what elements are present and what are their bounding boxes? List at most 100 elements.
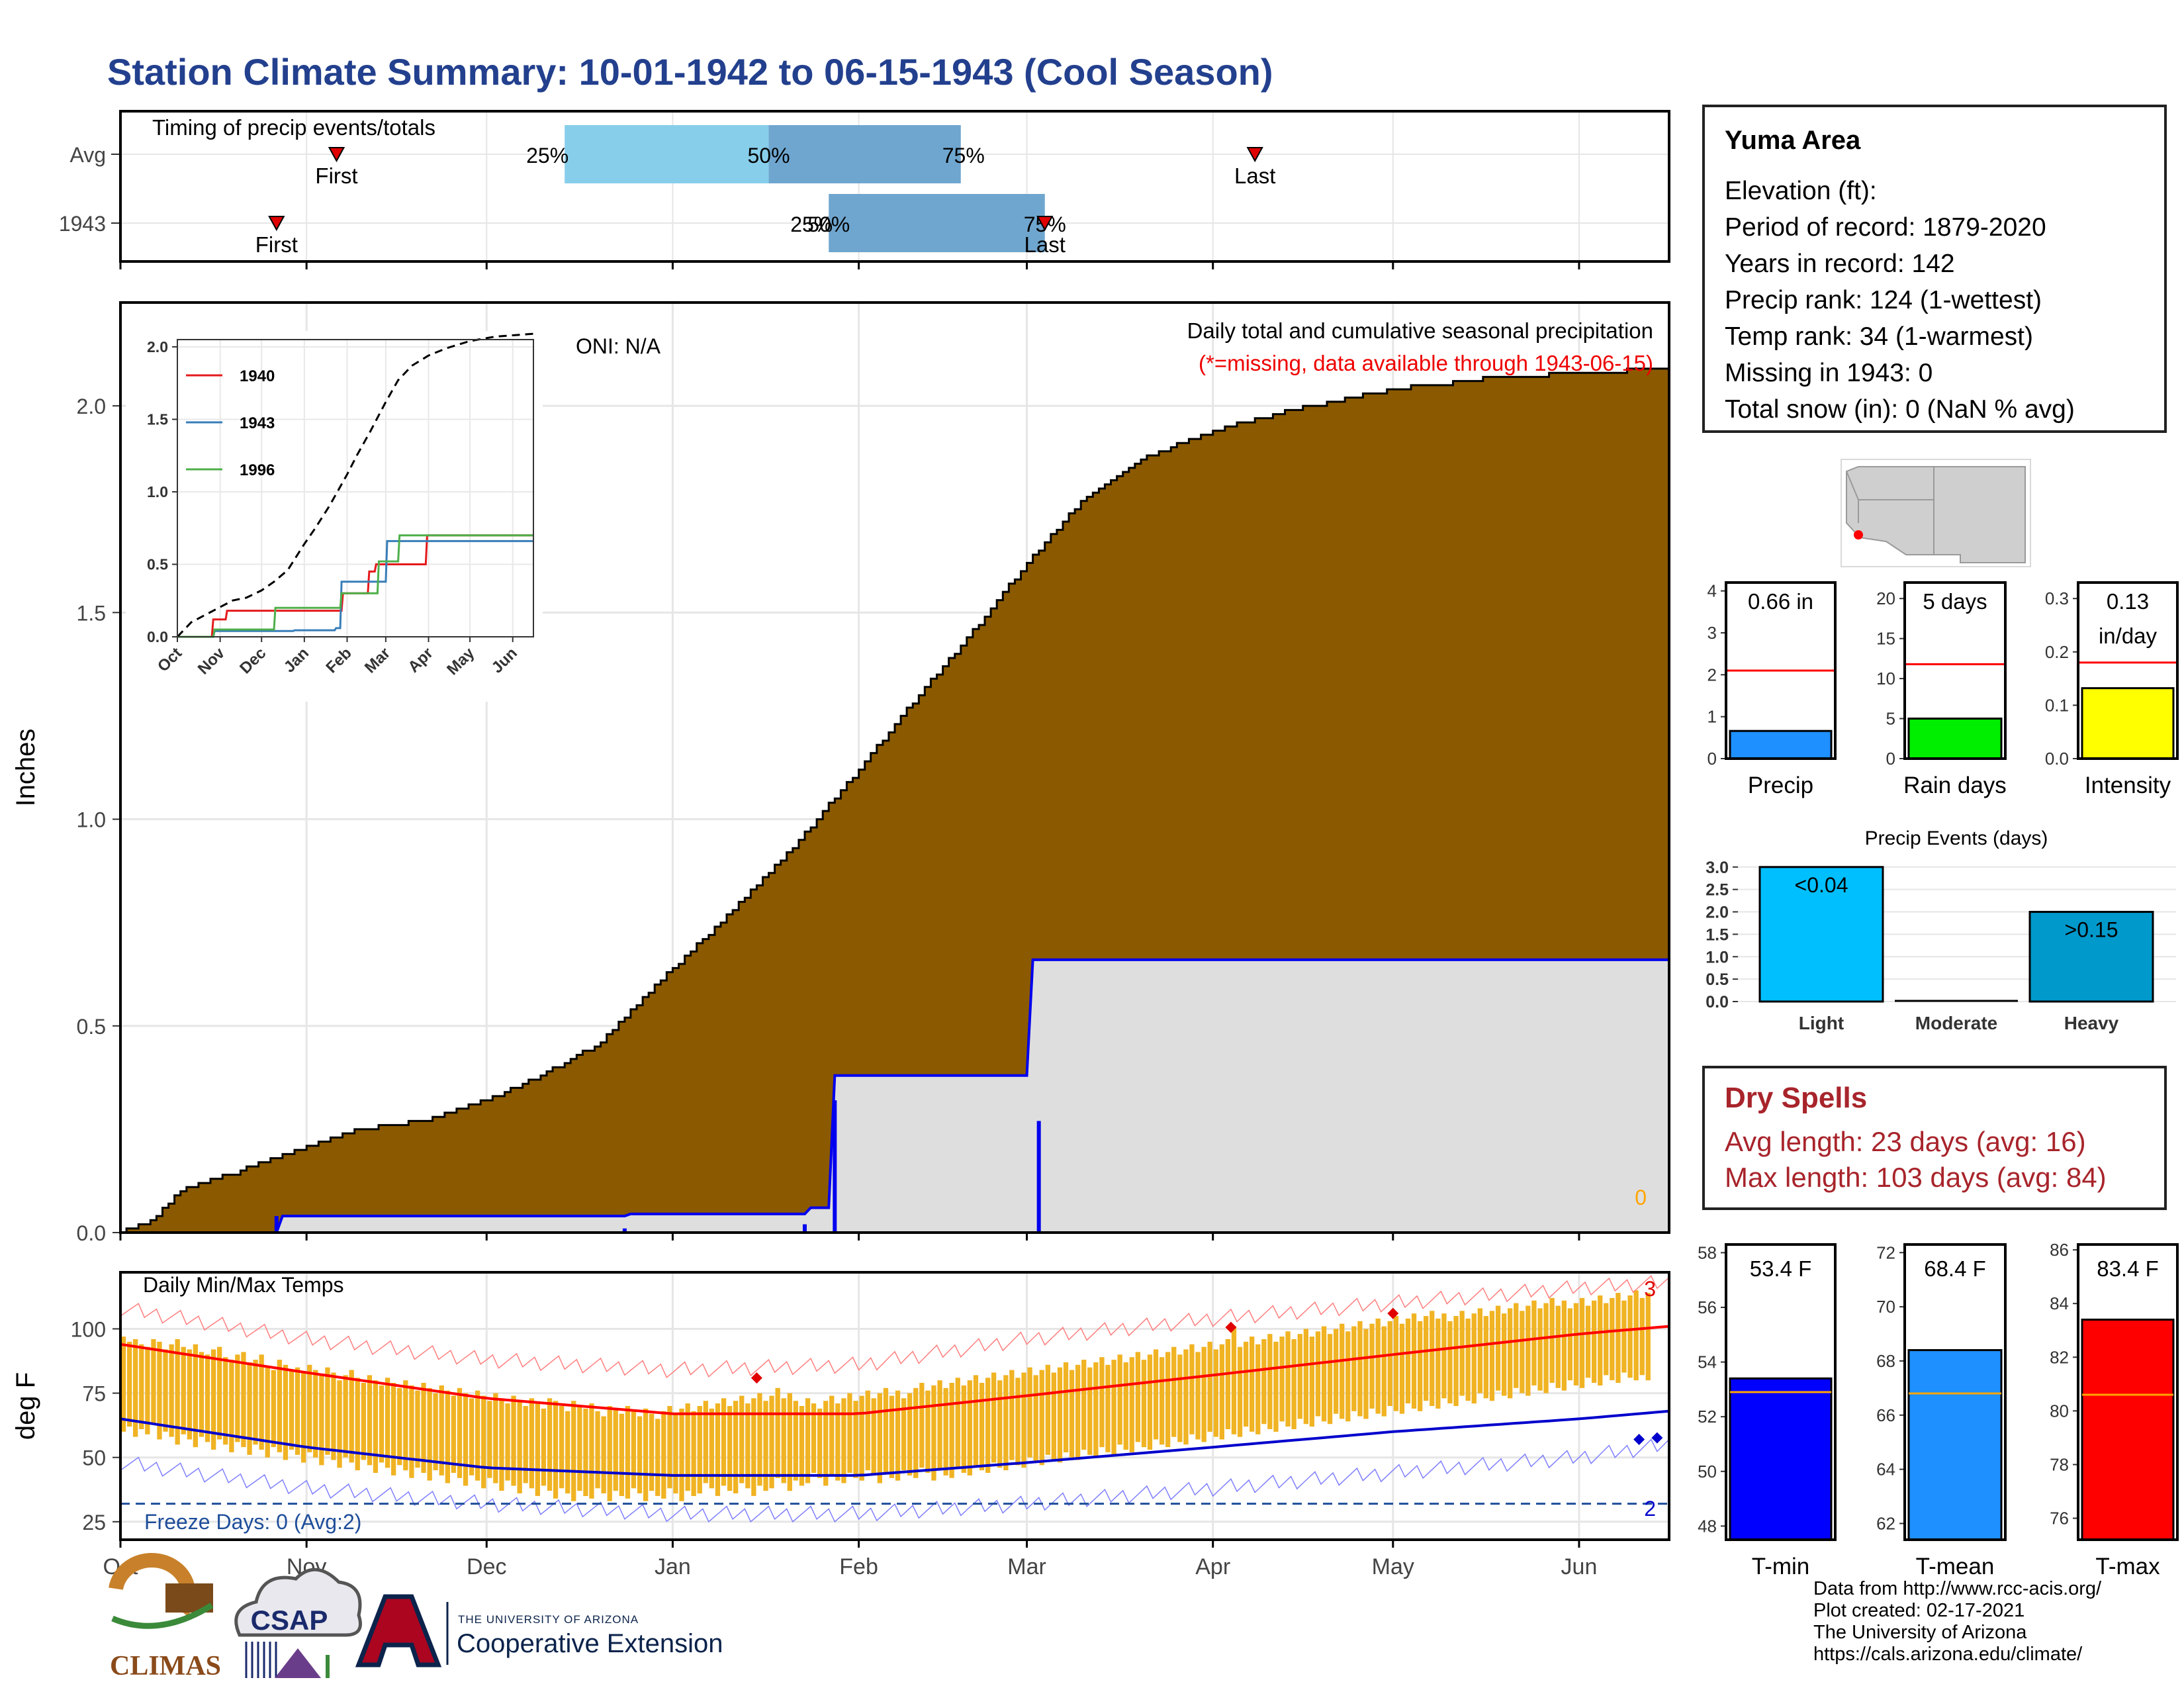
daily-temp-bar — [487, 1401, 492, 1478]
daily-temp-bar — [337, 1380, 342, 1468]
daily-temp-bar — [1627, 1295, 1633, 1378]
inset-series-line — [177, 534, 533, 638]
daily-temp-bar — [1453, 1316, 1459, 1406]
summary-ytick-label: 4 — [1707, 581, 1717, 601]
daily-temp-bar — [661, 1411, 666, 1499]
daily-temp-bar — [865, 1390, 870, 1471]
daily-temp-bar — [649, 1413, 655, 1491]
daily-temp-bar — [187, 1349, 192, 1440]
timing-q50-label: 50% — [748, 144, 790, 167]
daily-temp-bar — [1495, 1305, 1501, 1391]
daily-temp-bar — [1381, 1326, 1387, 1417]
daily-temp-bar — [631, 1411, 637, 1489]
inset-plot-bg — [177, 340, 533, 637]
daily-temp-bar — [895, 1390, 901, 1481]
daily-temp-bar — [1549, 1297, 1555, 1383]
daily-temp-bar — [715, 1403, 721, 1496]
timing-first-marker — [328, 147, 345, 163]
events-bar — [2028, 911, 2154, 1003]
daily-temp-bar — [1153, 1349, 1159, 1440]
daily-temp-bar — [535, 1403, 540, 1496]
daily-temp-bar — [595, 1411, 600, 1489]
tsummary-ytick-label: 66 — [1876, 1405, 1895, 1425]
precip-ytick-label: 0.5 — [77, 1015, 106, 1039]
daily-temp-bar — [1598, 1295, 1603, 1385]
summary-xlabel: Intensity — [2085, 773, 2171, 798]
daily-temp-bar — [655, 1419, 660, 1496]
daily-temp-bar — [817, 1408, 823, 1478]
daily-temp-bar — [1375, 1318, 1381, 1414]
tsummary-ytick-label: 50 — [1698, 1462, 1717, 1481]
daily-temp-bar — [973, 1375, 979, 1466]
avg-min-line — [120, 1409, 1670, 1477]
daily-temp-bar — [1447, 1321, 1453, 1404]
timing-bar-q50-q75 — [768, 125, 961, 183]
daily-precip-bar — [274, 1216, 279, 1233]
freeze-days-label: Freeze Days: 0 (Avg:2) — [144, 1510, 361, 1534]
daily-temp-bar — [577, 1406, 582, 1491]
events-ytick-label: 1.5 — [1706, 925, 1729, 944]
daily-temp-bar — [859, 1395, 864, 1481]
tsummary-ytick-label: 52 — [1698, 1407, 1717, 1427]
daily-temp-bar — [1309, 1336, 1314, 1427]
record-low-marker — [1633, 1434, 1645, 1445]
daily-temp-bar — [919, 1383, 925, 1468]
dry-spells-avg: Avg length: 23 days (avg: 16) — [1725, 1126, 2086, 1157]
daily-temp-bar — [1279, 1336, 1285, 1422]
timing-frame — [119, 110, 1670, 263]
summary-ytick-label: 1 — [1707, 707, 1717, 727]
daily-temp-bar — [175, 1339, 180, 1445]
temp-summary-charts: 53.4 F 48 50 52 54 56 58 T-min 68.4 F 62 64 66 68 70 7… — [1698, 1240, 2179, 1579]
daily-temp-bar — [247, 1362, 252, 1455]
daily-temp-bar — [1639, 1297, 1645, 1376]
timing-last-marker — [1246, 147, 1263, 163]
station-precip-rank: Precip rank: 124 (1-wettest) — [1725, 286, 2042, 314]
daily-temp-bar — [811, 1403, 817, 1473]
daily-temp-bar — [1441, 1313, 1447, 1399]
station-info-box: Yuma Area Elevation (ft): Period of reco… — [1702, 105, 2167, 433]
station-name: Yuma Area — [1725, 126, 1861, 155]
daily-temp-bar — [313, 1370, 318, 1458]
daily-temp-bar — [1081, 1360, 1087, 1450]
temp-ytick-label: 100 — [71, 1317, 106, 1341]
precip-ylabel: Inches — [11, 729, 40, 807]
daily-temp-bar — [1045, 1364, 1050, 1455]
summary-ytick-label: 0.2 — [2045, 642, 2069, 662]
timing-last-marker — [1036, 216, 1054, 232]
summary-bar — [2081, 687, 2175, 760]
daily-temp-bar — [1135, 1352, 1140, 1442]
summary-frame — [2077, 581, 2179, 760]
daily-temp-bar — [475, 1390, 480, 1481]
daily-temp-bar — [1514, 1303, 1519, 1388]
timing-bar-q50-q75 — [829, 194, 1045, 252]
daily-temp-bar — [967, 1380, 972, 1476]
ua-logo-big: Cooperative Extension — [457, 1629, 723, 1658]
station-years: Years in record: 142 — [1725, 250, 1955, 278]
daily-temp-bar — [1405, 1318, 1411, 1404]
temp-ytick-label: 75 — [82, 1382, 106, 1406]
daily-temp-bar — [1207, 1341, 1212, 1432]
daily-temp-bar — [949, 1383, 954, 1478]
timing-last-label: Last — [1024, 232, 1066, 257]
daily-temp-bar — [1033, 1375, 1038, 1463]
daily-temp-bar — [1537, 1308, 1543, 1391]
daily-precip-bar — [622, 1228, 627, 1233]
inset-legend-label: 1943 — [240, 414, 275, 432]
daily-temp-bar — [157, 1341, 162, 1440]
temp-ylabel: deg F — [11, 1372, 40, 1440]
daily-temp-bar — [931, 1385, 936, 1481]
daily-temp-bar — [985, 1378, 991, 1473]
daily-temp-bar — [301, 1372, 306, 1463]
daily-temp-bar — [1621, 1300, 1627, 1373]
daily-temp-bar — [1183, 1349, 1189, 1445]
daily-temp-bar — [265, 1367, 270, 1458]
daily-temp-bar — [637, 1416, 643, 1493]
daily-temp-bar — [1363, 1329, 1369, 1419]
daily-temp-bar — [823, 1401, 829, 1486]
daily-temp-bar — [445, 1390, 450, 1483]
csap-logo-cloud — [234, 1568, 362, 1637]
summary-ytick-label: 3 — [1707, 623, 1717, 643]
daily-temp-bar — [643, 1408, 649, 1501]
daily-temp-bar — [787, 1393, 792, 1491]
